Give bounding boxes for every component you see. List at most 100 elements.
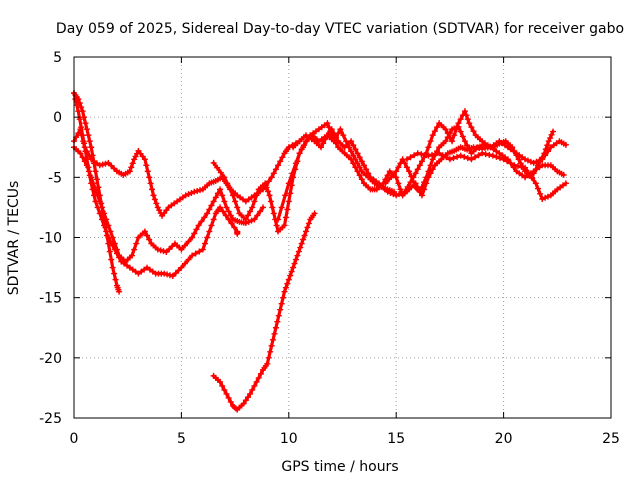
data-point — [182, 192, 189, 199]
data-point — [282, 214, 289, 221]
data-point — [270, 170, 277, 177]
data-point — [196, 248, 203, 255]
data-point — [78, 104, 85, 111]
data-point — [356, 172, 363, 179]
data-point — [418, 192, 425, 199]
data-point — [111, 270, 118, 277]
data-point — [221, 386, 228, 393]
data-point — [212, 194, 219, 201]
x-axis-label: GPS time / hours — [281, 459, 398, 475]
data-point — [255, 374, 262, 381]
data-point — [263, 184, 270, 191]
data-point — [267, 198, 274, 205]
data-point — [404, 183, 411, 190]
data-point — [360, 162, 367, 169]
data-point — [247, 390, 254, 397]
data-point — [509, 144, 516, 151]
data-point — [92, 168, 99, 175]
data-point — [416, 188, 423, 195]
data-point — [265, 188, 272, 195]
data-point — [514, 163, 521, 170]
data-point — [354, 150, 361, 157]
data-point — [450, 155, 457, 162]
data-point — [204, 234, 211, 241]
data-point — [160, 248, 167, 255]
data-point — [210, 159, 217, 166]
data-point — [328, 126, 335, 133]
data-point — [281, 288, 288, 295]
data-point — [393, 174, 400, 181]
x-tick-label: 25 — [602, 431, 620, 447]
data-point — [446, 156, 453, 163]
series-6 — [210, 210, 318, 413]
data-point — [542, 194, 549, 201]
data-point — [271, 330, 278, 337]
data-point — [442, 126, 449, 133]
data-point — [513, 152, 520, 159]
data-point — [504, 158, 511, 165]
data-point — [272, 324, 279, 331]
data-point — [264, 360, 271, 367]
data-point — [443, 154, 450, 161]
data-point — [78, 132, 85, 139]
data-point — [421, 151, 428, 158]
data-point — [157, 247, 164, 254]
data-point — [350, 142, 357, 149]
data-point — [228, 220, 235, 227]
data-point — [396, 191, 403, 198]
data-point — [221, 198, 228, 205]
data-point — [126, 168, 133, 175]
data-point — [411, 152, 418, 159]
data-point — [219, 382, 226, 389]
data-point — [277, 306, 284, 313]
data-point — [466, 120, 473, 127]
data-point — [141, 228, 148, 235]
data-point — [418, 183, 425, 190]
data-point — [144, 232, 151, 239]
data-point — [300, 236, 307, 243]
data-point — [384, 172, 391, 179]
data-point — [348, 156, 355, 163]
data-point — [548, 131, 555, 138]
data-point — [257, 370, 264, 377]
data-point — [414, 150, 421, 157]
data-point — [401, 188, 408, 195]
data-point — [455, 123, 462, 130]
data-point — [217, 204, 224, 211]
data-point — [111, 165, 118, 172]
data-point — [425, 168, 432, 175]
data-point — [519, 164, 526, 171]
data-point — [393, 192, 400, 199]
data-point — [83, 126, 90, 133]
data-point — [376, 180, 383, 187]
data-point — [398, 189, 405, 196]
data-point — [81, 158, 88, 165]
data-point — [274, 318, 281, 325]
data-point — [457, 116, 464, 123]
data-point — [116, 288, 123, 295]
data-point — [96, 162, 103, 169]
data-point — [406, 168, 413, 175]
data-point — [530, 170, 537, 177]
data-point — [192, 250, 199, 257]
data-point — [389, 172, 396, 179]
data-point — [225, 394, 232, 401]
data-point — [82, 120, 89, 127]
data-point — [457, 128, 464, 135]
data-point — [382, 180, 389, 187]
grid — [74, 57, 611, 418]
data-point — [387, 189, 394, 196]
data-point — [427, 138, 434, 145]
data-point — [96, 198, 103, 205]
data-point — [324, 120, 331, 127]
y-tick-label: -15 — [39, 291, 62, 307]
data-point — [146, 236, 153, 243]
data-point — [434, 124, 441, 131]
data-point — [194, 187, 201, 194]
data-point — [223, 390, 230, 397]
data-point — [542, 146, 549, 153]
data-point — [164, 271, 171, 278]
series-layer — [71, 90, 569, 413]
data-point — [397, 186, 404, 193]
data-point — [72, 96, 79, 103]
